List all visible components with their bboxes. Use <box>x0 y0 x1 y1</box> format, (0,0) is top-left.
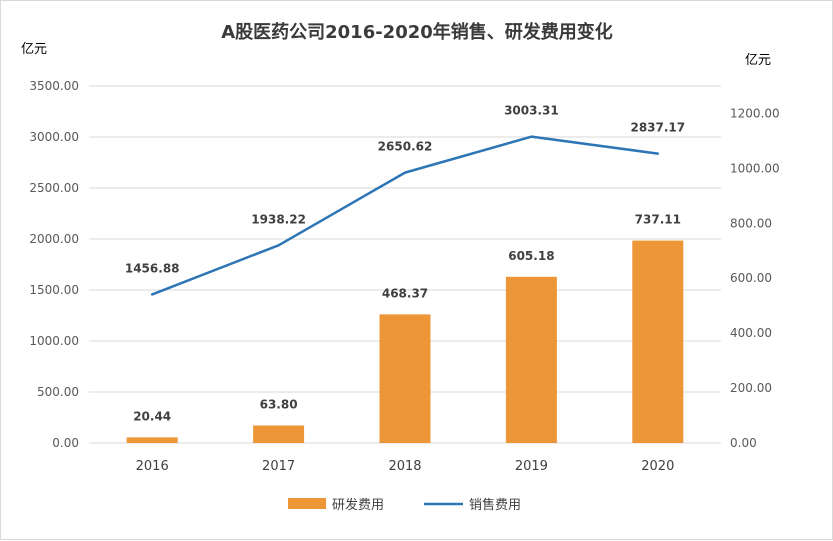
bar <box>127 437 178 443</box>
line-series-sales <box>152 137 658 295</box>
left-tick-label: 2000.00 <box>29 232 79 246</box>
category-label: 2020 <box>641 459 674 474</box>
chart-title: A股医药公司2016-2020年销售、研发费用变化 <box>221 21 613 43</box>
legend: 研发费用 销售费用 <box>288 497 521 513</box>
line-data-label: 3003.31 <box>504 104 559 118</box>
legend-label-rd: 研发费用 <box>332 497 384 513</box>
left-axis-ticks: 0.00 500.00 1000.00 1500.00 2000.00 2500.00 30… <box>29 79 79 450</box>
bar-data-label: 605.18 <box>508 249 554 263</box>
left-tick-label: 500.00 <box>37 385 79 399</box>
right-axis-ticks: 0.00 200.00 400.00 600.00 800.00 1000.00 1200.… <box>730 106 780 450</box>
bar <box>380 314 431 443</box>
legend-swatch-rd <box>288 498 326 509</box>
category-label: 2019 <box>515 459 548 474</box>
right-tick-label: 0.00 <box>730 436 757 450</box>
right-tick-label: 600.00 <box>730 271 772 285</box>
left-axis-unit: 亿元 <box>21 42 47 57</box>
bar-data-label: 63.80 <box>260 397 298 411</box>
category-axis-labels: 2016 2017 2018 2019 2020 <box>136 459 675 474</box>
left-tick-label: 1000.00 <box>29 334 79 348</box>
line-data-label: 1456.88 <box>125 261 180 275</box>
bar <box>506 277 557 443</box>
left-tick-label: 3500.00 <box>29 79 79 93</box>
category-label: 2016 <box>136 459 169 474</box>
left-tick-label: 2500.00 <box>29 181 79 195</box>
right-tick-label: 800.00 <box>730 216 772 230</box>
right-tick-label: 1000.00 <box>730 161 780 175</box>
category-label: 2017 <box>262 459 295 474</box>
right-tick-label: 200.00 <box>730 381 772 395</box>
left-tick-label: 1500.00 <box>29 283 79 297</box>
sales-line <box>152 137 658 295</box>
right-tick-label: 1200.00 <box>730 106 780 120</box>
bar <box>253 425 304 443</box>
line-data-labels: 1456.88 1938.22 2650.62 3003.31 2837.17 <box>125 104 685 276</box>
line-data-label: 2650.62 <box>378 140 433 154</box>
left-tick-label: 3000.00 <box>29 130 79 144</box>
bar <box>632 241 683 443</box>
bar-data-label: 468.37 <box>382 286 428 300</box>
left-tick-label: 0.00 <box>52 436 79 450</box>
line-data-label: 1938.22 <box>251 212 306 226</box>
category-label: 2018 <box>388 459 421 474</box>
line-data-label: 2837.17 <box>630 121 685 135</box>
bar-data-label: 20.44 <box>133 409 171 423</box>
legend-label-sales: 销售费用 <box>469 497 521 513</box>
right-axis-unit: 亿元 <box>745 53 771 68</box>
right-tick-label: 400.00 <box>730 326 772 340</box>
bar-data-label: 737.11 <box>635 213 681 227</box>
